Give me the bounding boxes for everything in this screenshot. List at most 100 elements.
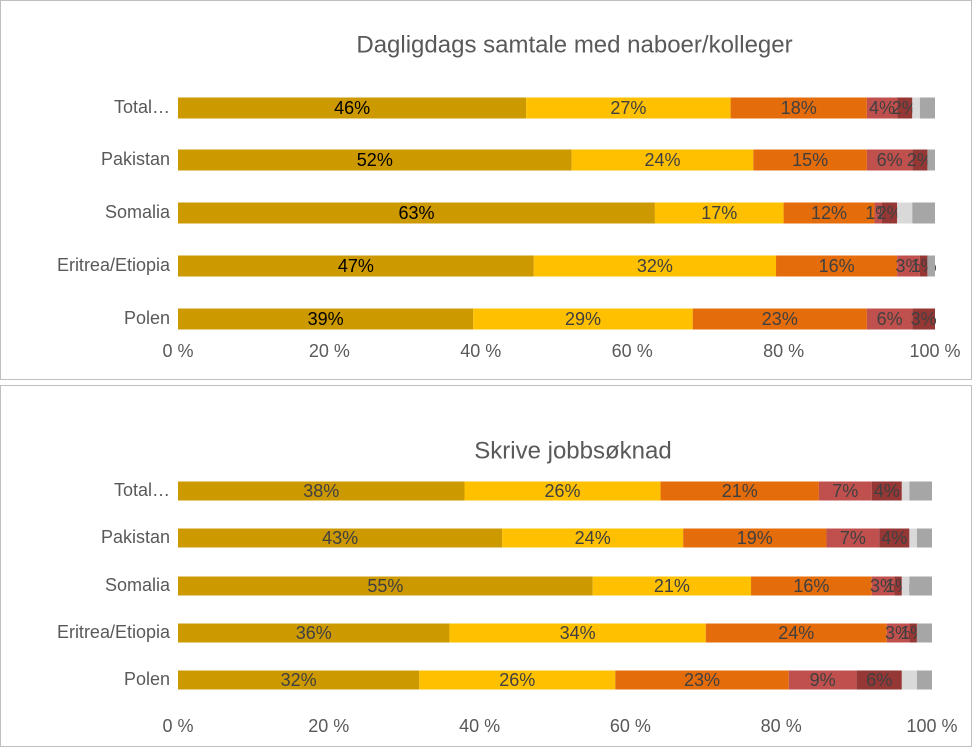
value-label: 43% — [322, 528, 358, 548]
x-tick-label: 60 % — [610, 716, 651, 736]
bar-segment — [473, 308, 693, 330]
x-tick-label: 60 % — [612, 341, 653, 361]
bar-segment — [178, 576, 593, 596]
y-tick-label: Pakistan — [101, 149, 170, 169]
value-label: 4% — [869, 98, 895, 118]
y-tick-label: Polen — [124, 669, 170, 689]
value-label: 4% — [881, 528, 907, 548]
bar-segment — [615, 670, 789, 690]
value-label: 21% — [654, 576, 690, 596]
bar-segment — [886, 623, 910, 643]
bar-segment — [871, 576, 895, 596]
value-label: 16% — [793, 576, 829, 596]
value-label: 27% — [610, 98, 646, 118]
value-label: 26% — [545, 481, 581, 501]
bar-segment — [927, 149, 935, 171]
bar-segment — [178, 670, 420, 690]
value-label: 2% — [877, 203, 903, 223]
value-label: 36% — [296, 623, 332, 643]
value-label: 2% — [907, 150, 933, 170]
bar-segment — [178, 481, 465, 501]
bar-segment — [526, 97, 731, 119]
bar-segment — [919, 97, 935, 119]
x-tick-label: 20 % — [309, 341, 350, 361]
x-tick-label: 100 % — [906, 716, 957, 736]
bar-segment — [419, 670, 616, 690]
bar-segment — [919, 255, 928, 277]
value-label: 15% — [792, 150, 828, 170]
value-label: 32% — [281, 670, 317, 690]
x-tick-label: 80 % — [763, 341, 804, 361]
bar-segment — [912, 202, 935, 224]
bar-segment — [178, 308, 474, 330]
value-label: 6% — [866, 670, 892, 690]
bar-segment — [751, 576, 872, 596]
bar-segment — [909, 576, 932, 596]
bar-segment — [866, 97, 898, 119]
x-tick-label: 100 % — [909, 341, 960, 361]
bar-segment — [856, 670, 902, 690]
bar-segment — [909, 528, 917, 548]
bar-segment — [916, 670, 932, 690]
x-tick-label: 0 % — [162, 341, 193, 361]
bar-segment — [874, 202, 883, 224]
value-label: 38% — [303, 481, 339, 501]
value-label: 23% — [762, 309, 798, 329]
value-label: 63% — [398, 203, 434, 223]
bar-segment — [894, 576, 902, 596]
bar-segment — [783, 202, 875, 224]
bar-segment — [178, 623, 450, 643]
bar-segment — [826, 528, 880, 548]
value-label: 19% — [737, 528, 773, 548]
bar-segment — [912, 308, 935, 330]
value-label: 3% — [911, 309, 937, 329]
value-label: 34% — [560, 623, 596, 643]
value-label: 29% — [565, 309, 601, 329]
bar-segment — [753, 149, 867, 171]
bar-segment — [178, 255, 534, 277]
value-label: 39% — [308, 309, 344, 329]
bar-segment — [901, 576, 910, 596]
value-label: 52% — [357, 150, 393, 170]
value-label: 32% — [637, 256, 673, 276]
bar-segment — [683, 528, 827, 548]
bar-segment — [866, 308, 913, 330]
bar-segment — [901, 670, 917, 690]
value-label: 3% — [895, 256, 921, 276]
y-tick-label: Eritrea/Etiopia — [57, 255, 171, 275]
bar-segment — [882, 202, 898, 224]
bar-segment — [730, 97, 867, 119]
bar-segment — [705, 623, 887, 643]
bar-segment — [818, 481, 872, 501]
y-tick-label: Somalia — [105, 202, 171, 222]
value-label: 24% — [575, 528, 611, 548]
y-tick-label: Pakistan — [101, 527, 170, 547]
bar-segment — [879, 528, 910, 548]
bar-segment — [533, 255, 777, 277]
bar-segment — [897, 97, 913, 119]
bar-segment — [916, 528, 932, 548]
bar-segment — [897, 202, 913, 224]
value-label: 16% — [819, 256, 855, 276]
chart-title: Skrive jobbsøknad — [474, 437, 671, 464]
bar-segment — [901, 481, 910, 501]
value-label: 6% — [877, 309, 903, 329]
x-tick-label: 20 % — [308, 716, 349, 736]
bar-segment — [178, 202, 655, 224]
bar-segment — [502, 528, 684, 548]
bar-segment — [866, 149, 913, 171]
bar-segment — [178, 528, 503, 548]
chart-title: Dagligdags samtale med naboer/kolleger — [356, 31, 792, 58]
value-label: 23% — [684, 670, 720, 690]
y-tick-label: Total… — [114, 97, 170, 117]
x-tick-label: 40 % — [460, 341, 501, 361]
bar-segment — [692, 308, 867, 330]
bar-segment — [464, 481, 661, 501]
bar-segment — [776, 255, 898, 277]
bar-segment — [571, 149, 754, 171]
value-label: 26% — [499, 670, 535, 690]
value-label: 17% — [701, 203, 737, 223]
value-label: 18% — [781, 98, 817, 118]
value-label: 3% — [885, 623, 911, 643]
